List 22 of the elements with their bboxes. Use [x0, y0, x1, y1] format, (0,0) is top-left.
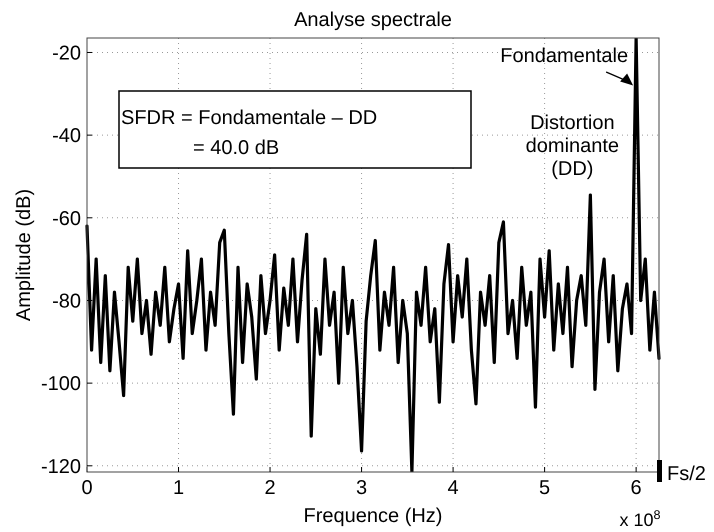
x-axis-title: Frequence (Hz) — [304, 505, 442, 527]
text: x 10$^{8}$ — [619, 508, 661, 530]
y-tick-label: -20 — [52, 42, 81, 64]
text: Fs/2 — [667, 463, 706, 485]
y-axis-title: Amplitude (dB) — [13, 188, 35, 322]
y-tick-label: -60 — [52, 208, 81, 230]
annotation: SFDR = Fondamentale – DD = 40.0 dB — [121, 107, 378, 159]
x-tick-label: 3 — [356, 477, 368, 499]
x-tick-label: 4 — [448, 477, 459, 499]
x-tick-label: 5 — [539, 477, 550, 499]
y-tick-label: -120 — [40, 456, 81, 478]
x-tick-label: 6 — [630, 477, 642, 499]
x-tick-label: 2 — [264, 477, 276, 499]
annotation: Distortion dominante (DD) — [526, 112, 620, 180]
x-tick-label: 0 — [81, 477, 93, 499]
x-tick-label: 1 — [172, 477, 184, 499]
y-tick-label: -80 — [52, 290, 81, 312]
chart-title: Analyse spectrale — [294, 9, 452, 31]
line-series — [85, 38, 661, 472]
y-tick-label: -100 — [40, 373, 81, 396]
annotation: Fondamentale — [500, 45, 628, 67]
y-tick-label: -40 — [52, 125, 81, 148]
